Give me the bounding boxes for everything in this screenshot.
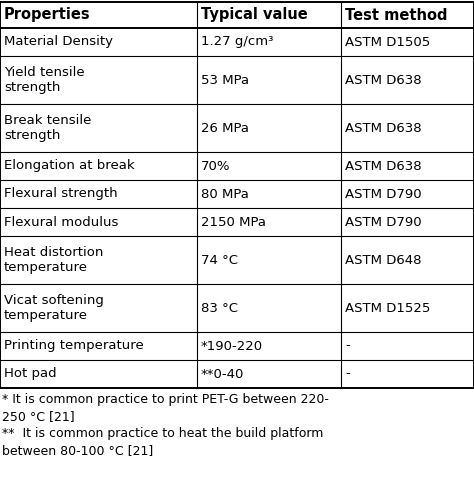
Text: Break tensile
strength: Break tensile strength [4, 114, 91, 142]
Text: 70%: 70% [201, 160, 230, 172]
Text: 53 MPa: 53 MPa [201, 74, 249, 87]
Text: 80 MPa: 80 MPa [201, 187, 248, 201]
Text: * It is common practice to print PET-G between 220-: * It is common practice to print PET-G b… [2, 393, 329, 406]
Text: Heat distortion
temperature: Heat distortion temperature [4, 246, 103, 274]
Text: Yield tensile
strength: Yield tensile strength [4, 66, 85, 94]
Text: 74 °C: 74 °C [201, 254, 237, 266]
Text: ASTM D638: ASTM D638 [345, 160, 422, 172]
Text: between 80-100 °C [21]: between 80-100 °C [21] [2, 444, 153, 457]
Text: ASTM D638: ASTM D638 [345, 74, 422, 87]
Text: ASTM D790: ASTM D790 [345, 187, 422, 201]
Text: Material Density: Material Density [4, 36, 113, 49]
Text: ASTM D1505: ASTM D1505 [345, 36, 430, 49]
Text: 250 °C [21]: 250 °C [21] [2, 410, 74, 423]
Text: ASTM D638: ASTM D638 [345, 121, 422, 134]
Text: ASTM D1525: ASTM D1525 [345, 301, 431, 315]
Text: 26 MPa: 26 MPa [201, 121, 249, 134]
Text: Flexural modulus: Flexural modulus [4, 216, 118, 228]
Text: **0-40: **0-40 [201, 368, 244, 380]
Text: Typical value: Typical value [201, 7, 308, 22]
Text: Vicat softening
temperature: Vicat softening temperature [4, 294, 104, 322]
Text: ASTM D790: ASTM D790 [345, 216, 422, 228]
Text: Elongation at break: Elongation at break [4, 160, 135, 172]
Text: Printing temperature: Printing temperature [4, 339, 144, 353]
Text: Hot pad: Hot pad [4, 368, 56, 380]
Text: Properties: Properties [4, 7, 91, 22]
Text: 83 °C: 83 °C [201, 301, 237, 315]
Text: ASTM D648: ASTM D648 [345, 254, 422, 266]
Text: 2150 MPa: 2150 MPa [201, 216, 266, 228]
Text: Flexural strength: Flexural strength [4, 187, 118, 201]
Text: **  It is common practice to heat the build platform: ** It is common practice to heat the bui… [2, 427, 323, 440]
Text: 1.27 g/cm³: 1.27 g/cm³ [201, 36, 273, 49]
Text: Test method: Test method [345, 7, 448, 22]
Text: *190-220: *190-220 [201, 339, 263, 353]
Text: -: - [345, 339, 350, 353]
Text: -: - [345, 368, 350, 380]
